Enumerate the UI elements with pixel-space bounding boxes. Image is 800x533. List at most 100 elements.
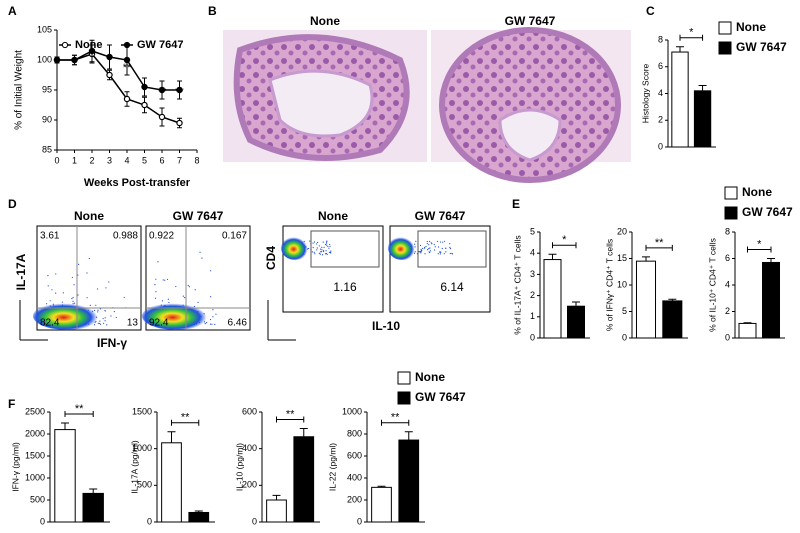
event-dot	[47, 285, 49, 287]
significance-bracket	[64, 411, 94, 417]
event-dot	[194, 289, 196, 291]
event-dot	[182, 295, 184, 297]
y-tick-label: 6	[725, 253, 730, 263]
event-dot	[309, 240, 311, 242]
image-title: GW 7647	[505, 14, 556, 28]
quadrant-value: 13	[127, 318, 139, 329]
event-dot	[321, 246, 323, 248]
y-tick-label: 100	[37, 54, 52, 64]
x-tick-label: 0	[54, 155, 59, 165]
event-dot	[329, 251, 332, 253]
x-tick-label: 1	[72, 155, 77, 165]
event-dot	[329, 245, 331, 247]
legend-swatch	[397, 371, 411, 385]
y-tick-label: 95	[42, 84, 52, 94]
event-dot	[322, 249, 325, 252]
y-tick-label: 1500	[132, 406, 152, 416]
event-dot	[154, 297, 157, 299]
x-axis-label: Weeks Post-transfer	[84, 177, 191, 189]
event-dot	[209, 323, 212, 325]
y-tick-label: 1000	[25, 472, 45, 482]
event-dot	[328, 251, 331, 254]
event-dot	[77, 294, 79, 296]
y-tick-label: 1	[530, 311, 535, 321]
event-dot	[428, 240, 431, 243]
significance-bracket	[679, 34, 704, 41]
event-dot	[330, 250, 332, 252]
event-dot	[154, 284, 156, 286]
event-dot	[51, 289, 53, 291]
point	[141, 101, 148, 109]
line	[57, 50, 180, 91]
event-dot	[104, 317, 106, 319]
y-tick-label: 4	[658, 88, 663, 98]
legend-label: GW 7647	[742, 205, 793, 219]
density	[33, 302, 101, 330]
event-dot	[108, 281, 110, 283]
y-tick-label: 2	[658, 115, 663, 125]
event-dot	[426, 248, 429, 251]
event-dot	[316, 241, 319, 244]
legend-label: None	[742, 185, 772, 199]
y-tick-label: 2500	[25, 406, 45, 416]
legend-swatch	[397, 391, 411, 405]
error-bar	[377, 485, 386, 488]
y-tick-label: 8	[725, 226, 730, 236]
quadrant-value: 6.46	[228, 318, 248, 329]
event-dot	[311, 251, 313, 253]
y-axis-label: IL-22 (pg/ml)	[327, 443, 337, 491]
event-dot	[175, 285, 177, 288]
bar	[762, 261, 780, 339]
significance-bracket	[276, 416, 305, 423]
event-dot	[188, 286, 190, 288]
y-tick-label: 105	[37, 24, 52, 34]
bar	[188, 511, 210, 523]
error-bar	[299, 428, 308, 437]
gate	[417, 230, 487, 268]
event-dot	[419, 244, 422, 247]
y-tick-label: 4	[530, 248, 535, 258]
error-bar	[194, 510, 203, 513]
event-dot	[110, 315, 112, 317]
event-dot	[166, 278, 169, 281]
legend-label: None	[75, 39, 103, 51]
flow-x-label: IFN-γ	[97, 336, 127, 350]
event-dot	[439, 241, 442, 243]
event-dot	[164, 279, 166, 281]
y-tick-label: 0	[147, 516, 152, 526]
error-bar	[404, 431, 413, 441]
x-tick-label: 3	[107, 155, 112, 165]
event-dot	[443, 240, 446, 242]
event-dot	[322, 241, 324, 243]
y-tick-label: 4	[725, 279, 730, 289]
legend-marker	[61, 41, 69, 49]
event-dot	[324, 243, 327, 246]
panel-label: F	[8, 397, 15, 411]
y-tick-label: 5	[622, 306, 627, 316]
y-axis-label: % of IL-10⁺ CD4⁺ T cells	[707, 238, 717, 332]
event-dot	[449, 252, 451, 255]
panel-label: A	[8, 4, 17, 18]
y-axis-label: IL-17A (pg/ml)	[129, 440, 139, 494]
x-tick-label: 2	[89, 155, 94, 165]
event-dot	[157, 261, 159, 263]
histology-image	[223, 30, 427, 162]
y-tick-label: 85	[42, 144, 52, 154]
bar	[635, 260, 657, 339]
y-tick-label: 20	[617, 226, 627, 236]
bar	[671, 51, 689, 148]
event-dot	[328, 247, 330, 249]
y-tick-label: 0	[725, 332, 730, 342]
event-dot	[313, 251, 315, 253]
x-tick-label: 8	[194, 155, 199, 165]
event-dot	[104, 320, 106, 322]
y-tick-label: 1000	[132, 443, 152, 453]
y-tick-label: 400	[347, 472, 362, 482]
density	[281, 236, 309, 260]
event-dot	[209, 270, 212, 272]
event-dot	[319, 253, 321, 255]
event-dot	[439, 253, 441, 255]
significance-bracket	[645, 244, 673, 251]
event-dot	[442, 241, 444, 243]
